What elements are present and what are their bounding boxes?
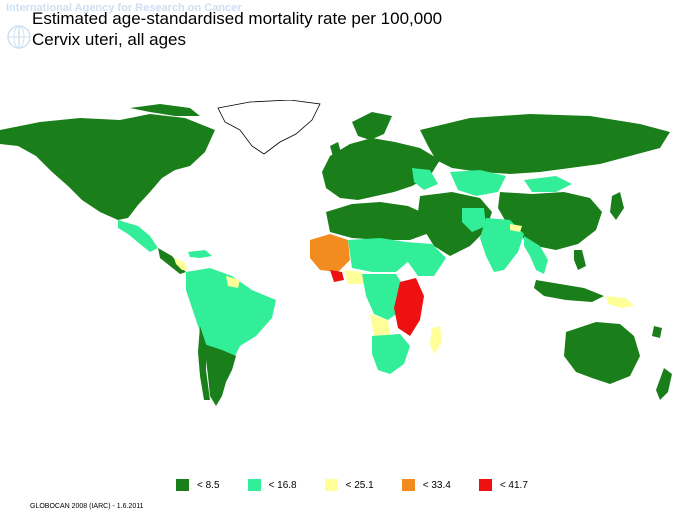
country-north-america — [0, 114, 215, 220]
country-china — [498, 192, 602, 250]
country-west-africa — [310, 234, 350, 272]
country-sahel — [348, 238, 410, 272]
legend-swatch — [401, 479, 415, 491]
legend-swatch — [176, 479, 189, 491]
country-southeast-asia — [524, 236, 548, 274]
country-central-america — [158, 248, 186, 274]
legend-item: < 8.5 — [176, 479, 220, 491]
country-central-america-high — [174, 258, 188, 270]
country-eastern-europe — [412, 168, 438, 190]
country-uk — [330, 142, 342, 160]
country-angola — [370, 314, 390, 336]
legend-label: < 8.5 — [197, 479, 220, 491]
legend-label: < 16.8 — [268, 479, 297, 491]
country-chile — [198, 326, 210, 400]
world-map — [0, 100, 672, 406]
who-emblem-icon — [7, 25, 31, 49]
country-russia — [420, 114, 670, 174]
country-caribbean — [188, 250, 212, 258]
country-new-zealand — [656, 368, 672, 400]
country-canada-islands — [130, 104, 200, 116]
legend-item: < 33.4 — [401, 479, 451, 491]
country-pacific-islands — [652, 326, 662, 338]
map-title: Estimated age-standardised mortality rat… — [32, 8, 442, 50]
country-mongolia — [524, 176, 572, 192]
country-philippines — [574, 250, 586, 270]
source-footer: GLOBOCAN 2008 (IARC) - 1.6.2011 — [30, 503, 144, 510]
legend-swatch — [478, 479, 492, 491]
country-north-africa — [326, 202, 432, 240]
who-iarc-logo: International Agency for Research on Can… — [4, 2, 254, 57]
legend-swatch — [324, 479, 338, 491]
country-southern-africa — [372, 334, 410, 374]
country-afghanistan-pakistan — [462, 208, 486, 232]
country-europe — [322, 138, 440, 200]
organization-name: International Agency for Research on Can… — [6, 2, 242, 14]
legend: < 8.5 < 16.8 < 25.1 < 33.4 < 41.7 — [176, 479, 556, 491]
country-central-asia — [450, 170, 506, 196]
country-japan — [610, 192, 624, 220]
country-west-coast — [344, 270, 364, 284]
legend-item: < 25.1 — [324, 479, 374, 491]
country-scandinavia — [352, 112, 392, 140]
title-line-1: Estimated age-standardised mortality rat… — [32, 9, 443, 28]
country-gulf-of-guinea — [330, 270, 344, 282]
legend-swatch — [247, 479, 261, 491]
legend-label: < 25.1 — [345, 479, 374, 491]
country-indonesia — [534, 280, 604, 302]
country-australia — [564, 322, 640, 384]
country-guianas — [226, 276, 240, 288]
legend-item: < 41.7 — [478, 479, 528, 491]
legend-label: < 33.4 — [422, 479, 451, 491]
country-horn-of-africa — [406, 242, 446, 276]
country-nepal — [510, 224, 522, 232]
country-papua-new-guinea — [606, 296, 634, 308]
country-southern-cone — [204, 344, 236, 406]
title-line-2: Cervix uteri, all ages — [32, 30, 187, 49]
legend-item: < 16.8 — [247, 479, 297, 491]
country-greenland — [217, 100, 321, 155]
country-east-africa — [394, 278, 424, 336]
country-mexico — [118, 220, 158, 252]
legend-label: < 41.7 — [499, 479, 528, 491]
country-south-asia — [480, 218, 524, 272]
country-madagascar — [430, 326, 442, 354]
